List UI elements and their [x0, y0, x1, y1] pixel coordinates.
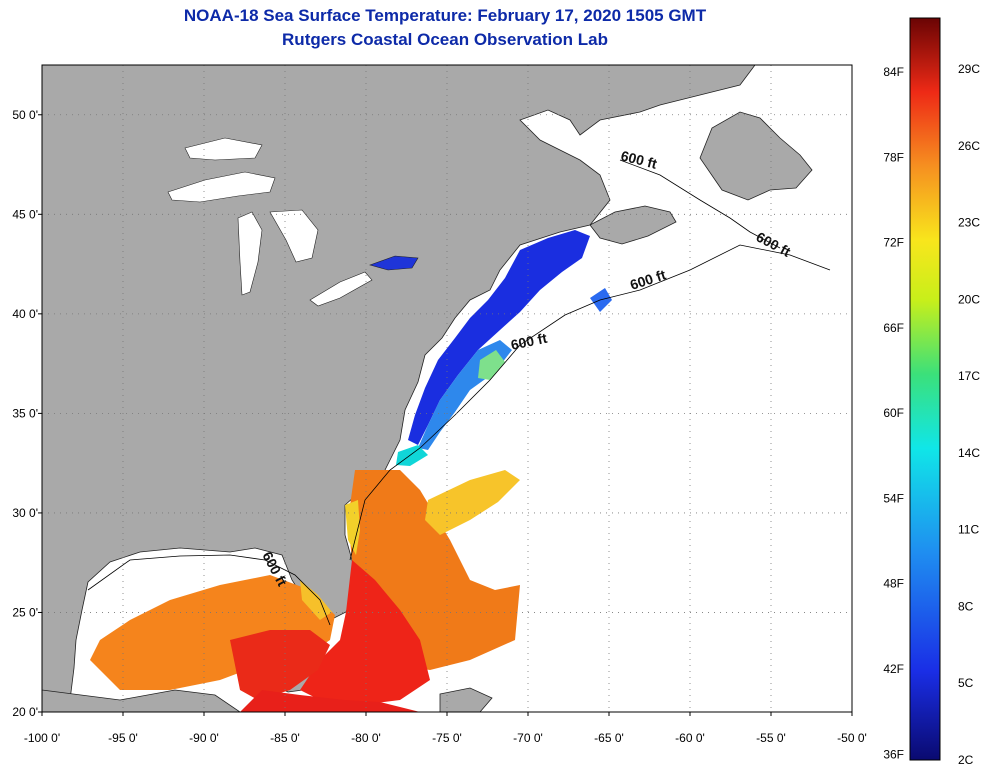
lat-tick-label: 45 0'	[12, 207, 38, 221]
landmass-nova-scotia	[589, 205, 677, 245]
lon-tick-label: -65 0'	[594, 731, 624, 745]
sst-florida-strait-red	[300, 560, 430, 705]
lon-tick-label: -70 0'	[513, 731, 543, 745]
isobath-600ft-line	[87, 159, 831, 626]
lon-tick-label: -50 0'	[837, 731, 867, 745]
lon-tick-label: -80 0'	[351, 731, 381, 745]
lon-tick-label: -100 0'	[24, 731, 60, 745]
lat-tick-label: 30 0'	[12, 506, 38, 520]
map-title: NOAA-18 Sea Surface Temperature: Februar…	[183, 6, 707, 25]
colorbar-c-label: 11C	[958, 523, 979, 537]
colorbar-f-label: 84F	[883, 65, 904, 79]
colorbar-c-label: 5C	[958, 676, 974, 690]
lat-tick-label: 35 0'	[12, 406, 38, 420]
colorbar-c-label: 20C	[958, 292, 980, 306]
lat-tick-label: 50 0'	[12, 108, 38, 122]
lake-huron	[269, 209, 319, 263]
colorbar-c-label: 8C	[958, 599, 974, 613]
colorbar-f-label: 42F	[883, 662, 904, 676]
longitude-axis: -100 0' -95 0' -90 0' -85 0' -80 0' -75 0' -70…	[24, 712, 867, 745]
temperature-colorbar	[909, 17, 941, 761]
lake-superior	[167, 171, 276, 203]
sst-yellow-offshore-patch	[425, 470, 520, 535]
isobath-label: 600 ft	[509, 330, 548, 353]
landmass-hispaniola	[439, 687, 493, 712]
sst-cyan-patch	[396, 445, 428, 466]
colorbar-c-label: 14C	[958, 446, 980, 460]
lake-michigan	[237, 211, 263, 296]
lon-tick-label: -60 0'	[675, 731, 705, 745]
lat-tick-label: 20 0'	[12, 705, 38, 719]
lon-tick-label: -75 0'	[432, 731, 462, 745]
lon-tick-label: -85 0'	[270, 731, 300, 745]
lake-erie	[309, 271, 373, 307]
lon-tick-label: -90 0'	[189, 731, 219, 745]
colorbar-f-label: 72F	[883, 236, 904, 250]
landmass-north-america	[42, 65, 756, 712]
map-subtitle: Rutgers Coastal Ocean Observation Lab	[282, 30, 608, 49]
lat-tick-label: 25 0'	[12, 605, 38, 619]
sst-yellow-florida-coast	[345, 500, 360, 555]
colorbar-celsius-scale: 29C 26C 23C 20C 17C 14C 11C 8C 5C 2C	[958, 62, 980, 767]
colorbar-fahrenheit-scale: 84F 78F 72F 66F 60F 54F 48F 42F 36F	[883, 65, 904, 761]
landmass-newfoundland	[699, 111, 813, 201]
colorbar-c-label: 2C	[958, 753, 974, 767]
latitude-axis: 50 0' 45 0' 40 0' 35 0' 30 0' 25 0' 20 0'	[12, 108, 42, 719]
colorbar-f-label: 36F	[883, 747, 904, 761]
lon-tick-label: -55 0'	[756, 731, 786, 745]
colorbar-f-label: 66F	[883, 321, 904, 335]
sst-green-patch	[478, 350, 505, 380]
colorbar-c-label: 29C	[958, 62, 980, 76]
colorbar-c-label: 17C	[958, 369, 980, 383]
lat-tick-label: 40 0'	[12, 307, 38, 321]
colorbar-c-label: 26C	[958, 139, 980, 153]
sst-cold-shelf-water	[408, 230, 590, 445]
lon-tick-label: -95 0'	[108, 731, 138, 745]
colorbar-c-label: 23C	[958, 216, 980, 230]
landmass-yucatan	[42, 689, 241, 712]
sst-gulf-red	[230, 630, 330, 700]
colorbar-f-label: 60F	[883, 406, 904, 420]
colorbar-f-label: 48F	[883, 577, 904, 591]
colorbar-f-label: 78F	[883, 150, 904, 164]
lake-ontario	[369, 255, 419, 271]
colorbar-f-label: 54F	[883, 491, 904, 505]
